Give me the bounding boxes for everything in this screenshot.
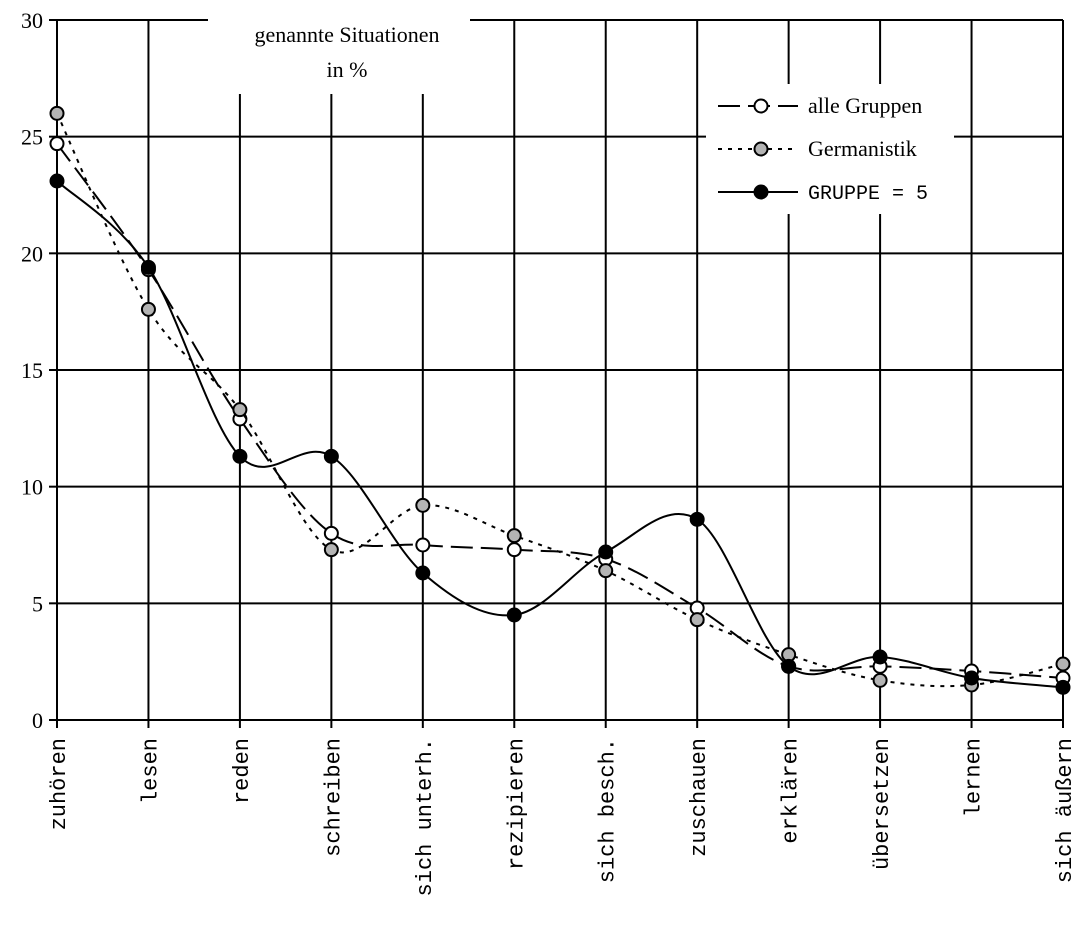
x-tick-label-9: übersetzen (870, 738, 895, 870)
x-tick-label-2: reden (230, 738, 255, 804)
data-point-2-11 (1055, 679, 1071, 695)
x-tick-label-8: erklären (779, 738, 804, 844)
data-point-2-1 (140, 259, 156, 275)
series-group (49, 105, 1071, 695)
x-tick-label-11: sich äußern (1053, 738, 1076, 883)
data-point-2-6 (598, 544, 614, 560)
series-line-0 (56, 143, 1064, 679)
data-point-0-5 (506, 542, 522, 558)
data-point-2-10 (964, 670, 980, 686)
data-point-0-3 (323, 525, 339, 541)
legend-marker-1 (753, 141, 769, 157)
data-point-1-4 (415, 497, 431, 513)
data-point-2-9 (872, 649, 888, 665)
data-point-1-11 (1055, 656, 1071, 672)
series-line-1 (56, 112, 1064, 688)
data-point-2-4 (415, 565, 431, 581)
chart-title-line-1: genannte Situationen (254, 22, 439, 47)
data-point-2-2 (232, 448, 248, 464)
data-point-2-5 (506, 607, 522, 623)
series-line-2 (56, 180, 1064, 689)
legend-label-1: Germanistik (808, 136, 917, 161)
data-point-1-1 (140, 301, 156, 317)
x-tick-label-10: lernen (962, 738, 987, 817)
legend-label-2: GRUPPE = 5 (808, 183, 928, 206)
y-tick-label-5: 25 (21, 125, 43, 150)
x-axis-ticks: zuhören lesen reden schreiben sich unterh. re… (47, 720, 1076, 896)
data-point-1-3 (323, 542, 339, 558)
data-point-2-7 (689, 511, 705, 527)
data-point-1-9 (872, 672, 888, 688)
x-tick-label-4: sich unterh. (413, 738, 438, 896)
data-point-1-2 (232, 402, 248, 418)
data-point-1-5 (506, 528, 522, 544)
series-2 (49, 173, 1071, 695)
y-tick-label-2: 10 (21, 475, 43, 500)
x-tick-label-7: zuschauen (687, 738, 712, 857)
x-tick-label-6: sich besch. (596, 738, 621, 883)
grid-lines (56, 19, 1064, 721)
data-point-2-3 (323, 448, 339, 464)
x-tick-label-0: zuhören (47, 738, 72, 830)
data-point-2-0 (49, 173, 65, 189)
x-tick-label-1: lesen (138, 738, 163, 804)
data-point-1-0 (49, 105, 65, 121)
data-point-2-8 (781, 658, 797, 674)
legend-label-0: alle Gruppen (808, 93, 922, 118)
x-tick-label-3: schreiben (321, 738, 346, 857)
legend-marker-0 (753, 98, 769, 114)
data-point-0-4 (415, 537, 431, 553)
y-tick-label-6: 30 (21, 8, 43, 33)
title-background (208, 10, 470, 94)
legend-marker-2 (753, 184, 769, 200)
y-axis-ticks: 0 5 10 15 20 25 30 (21, 8, 57, 733)
y-tick-label-4: 20 (21, 241, 43, 266)
y-tick-label-0: 0 (32, 708, 43, 733)
x-tick-label-5: rezipieren (504, 738, 529, 870)
title-box: genannte Situationen in % (208, 10, 470, 94)
data-point-1-6 (598, 563, 614, 579)
legend: alle Gruppen Germanistik GRUPPE = 5 (706, 84, 954, 214)
data-point-0-0 (49, 136, 65, 152)
y-tick-label-3: 15 (21, 358, 43, 383)
y-tick-label-1: 5 (32, 591, 43, 616)
chart-title-line-2: in % (327, 57, 368, 82)
data-point-1-7 (689, 612, 705, 628)
